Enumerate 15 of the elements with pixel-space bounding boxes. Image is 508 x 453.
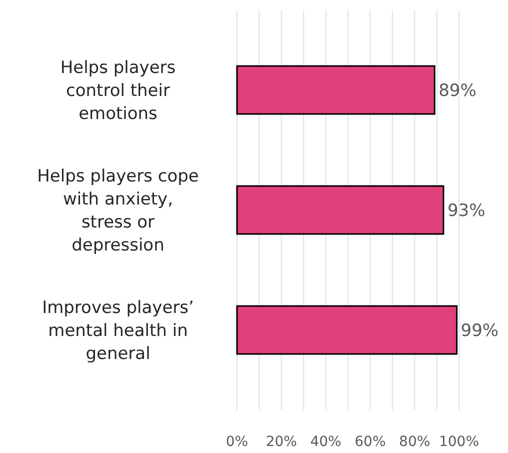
y-tick-label: Helps players cope with anxiety, stress or depression: [37, 166, 199, 256]
y-tick-label: Improves players’ mental health in general: [42, 298, 194, 364]
bar: [236, 65, 436, 115]
x-tick-label: 100%: [438, 434, 480, 450]
x-tick-label: 80%: [399, 434, 430, 450]
y-tick-label: Helps players control their emotions: [60, 58, 176, 124]
data-label: 93%: [447, 201, 486, 221]
x-tick-label: 40%: [310, 434, 342, 450]
data-label: 89%: [438, 81, 476, 101]
x-tick-label: 60%: [354, 434, 386, 450]
x-tick-label: 20%: [266, 434, 297, 450]
bar: [236, 305, 458, 355]
bar: [236, 185, 444, 235]
x-tick-label: 0%: [226, 434, 248, 450]
data-label: 99%: [460, 321, 499, 341]
